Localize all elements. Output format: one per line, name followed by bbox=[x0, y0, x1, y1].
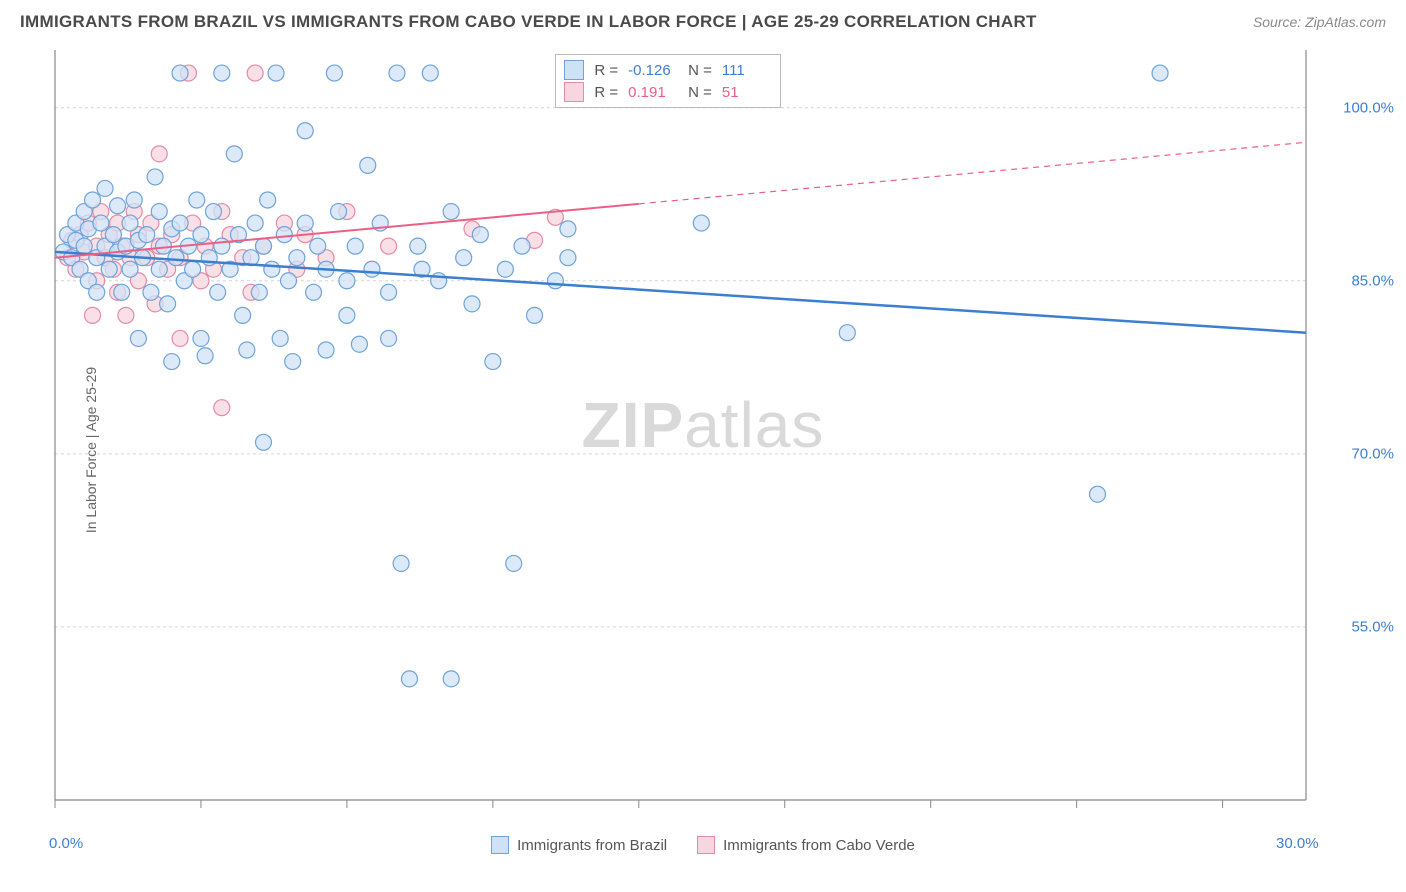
y-tick-label: 55.0% bbox=[1351, 618, 1394, 635]
source-attribution: Source: ZipAtlas.com bbox=[1253, 14, 1386, 30]
stat-legend-row: R = 0.191 N = 51 bbox=[564, 81, 772, 103]
stat-r-value: -0.126 bbox=[628, 62, 678, 79]
legend-item-cabo-verde: Immigrants from Cabo Verde bbox=[697, 836, 915, 854]
legend-swatch-cabo-verde bbox=[697, 836, 715, 854]
series-legend: Immigrants from Brazil Immigrants from C… bbox=[0, 836, 1406, 854]
scatter-plot bbox=[0, 40, 1406, 860]
legend-label-brazil: Immigrants from Brazil bbox=[517, 837, 667, 854]
legend-label-cabo-verde: Immigrants from Cabo Verde bbox=[723, 837, 915, 854]
stat-r-value: 0.191 bbox=[628, 84, 678, 101]
legend-item-brazil: Immigrants from Brazil bbox=[491, 836, 667, 854]
stat-n-label: N = bbox=[688, 84, 712, 101]
stat-swatch bbox=[564, 60, 584, 80]
y-axis-label: In Labor Force | Age 25-29 bbox=[83, 367, 99, 533]
stat-n-value: 51 bbox=[722, 84, 772, 101]
stat-legend-row: R = -0.126 N = 111 bbox=[564, 59, 772, 81]
stat-swatch bbox=[564, 82, 584, 102]
stat-r-label: R = bbox=[594, 84, 618, 101]
chart-title: IMMIGRANTS FROM BRAZIL VS IMMIGRANTS FRO… bbox=[20, 12, 1037, 32]
y-tick-label: 70.0% bbox=[1351, 445, 1394, 462]
title-bar: IMMIGRANTS FROM BRAZIL VS IMMIGRANTS FRO… bbox=[0, 0, 1406, 40]
y-tick-label: 100.0% bbox=[1343, 99, 1394, 116]
legend-swatch-brazil bbox=[491, 836, 509, 854]
stat-n-label: N = bbox=[688, 62, 712, 79]
stat-r-label: R = bbox=[594, 62, 618, 79]
chart-area: In Labor Force | Age 25-29 ZIPatlas 0.0%… bbox=[0, 40, 1406, 860]
stat-n-value: 111 bbox=[722, 62, 772, 79]
y-tick-label: 85.0% bbox=[1351, 272, 1394, 289]
correlation-legend: R = -0.126 N = 111 R = 0.191 N = 51 bbox=[555, 54, 781, 108]
